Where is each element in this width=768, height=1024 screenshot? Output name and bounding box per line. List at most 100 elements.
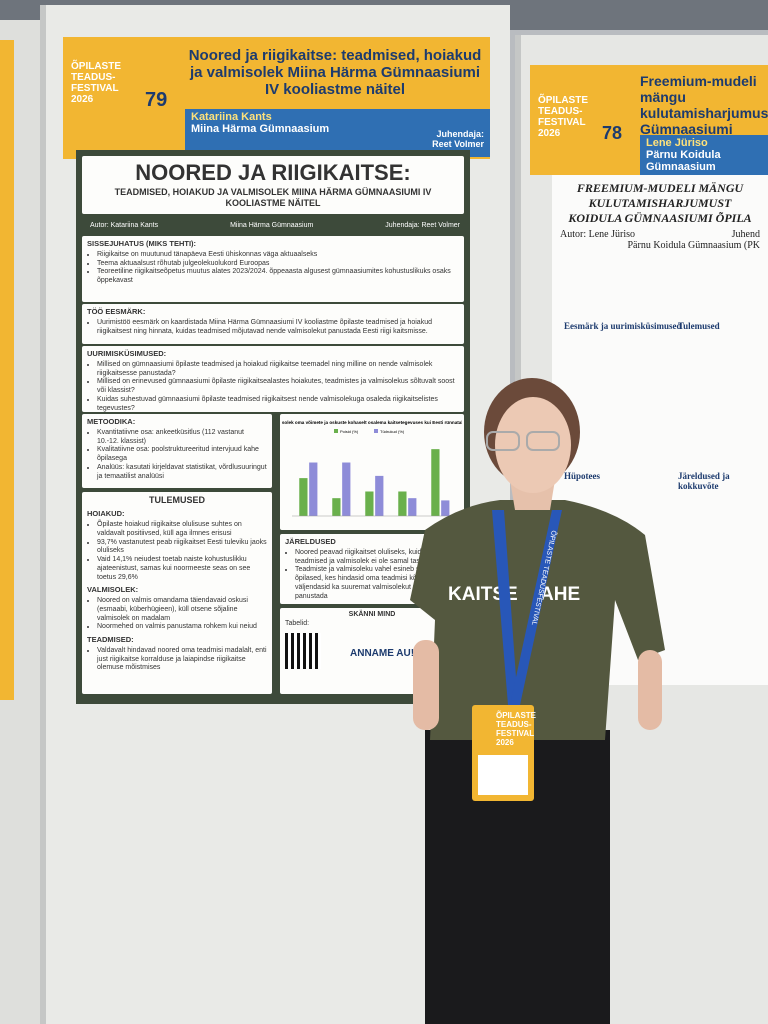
face: [495, 397, 571, 493]
qr-code: [285, 632, 321, 669]
section: METOODIKA: Kvantitatiivne osa: ankeetküsi…: [82, 414, 272, 488]
lanyard: [492, 510, 518, 705]
section-title: Järeldused ja kokkuvõte: [678, 471, 730, 491]
list-item: Valdavalt hindavad noored oma teadmisi m…: [97, 647, 267, 673]
list: Valdavalt hindavad noored oma teadmisi m…: [97, 647, 267, 673]
logo-line: 2026: [71, 94, 94, 105]
poster-heading: NOORED JA RIIGIKAITSE: TEADMISED, HOIAKU…: [82, 156, 464, 214]
list-item: Kvalitatiivne osa: poolstruktureeritud i…: [97, 446, 267, 464]
bar: [398, 491, 407, 516]
result-block: TEADMISED: Valdavalt hindavad noored oma …: [87, 635, 267, 673]
legend-label: Poisid (%): [340, 429, 359, 434]
legend-swatch: [334, 429, 338, 433]
section-title: Eesmärk ja uurimisküsimused: [564, 321, 682, 331]
results-title: TULEMUSED: [149, 495, 205, 505]
festival-logo: ÕPILASTE TEADUS- FESTIVAL 2026: [538, 95, 598, 139]
poster-edge: [0, 40, 14, 700]
value: Reet Volmer: [432, 139, 484, 149]
subheading: TEADMISED, HOIAKUD JA VALMISOLEK MIINA H…: [114, 186, 432, 208]
section-title: Hüpotees: [564, 471, 600, 481]
chart-box: Noorte valmisolek oma võimete ja oskuste…: [254, 414, 490, 530]
logo-line: FESTIVAL: [71, 83, 119, 94]
bar: [431, 449, 440, 516]
badge-line: 2026: [496, 738, 514, 747]
poster-number: 78: [602, 123, 623, 143]
section: TÖÖ EESMÄRK: Uurimistöö eesmärk on kaardi…: [82, 304, 464, 344]
list-item: Teoreetiline riigikaitseõpetus muutus al…: [97, 268, 459, 286]
school: Pärnu Koidula Gümnaasium (PK: [627, 240, 761, 251]
byline: Autor: Katariina Kants Miina Härma Gümnaa…: [90, 222, 460, 229]
author-band: Lene Jüriso Pärnu Koidula Gümnaasium: [640, 135, 768, 175]
logo-line: 2026: [538, 128, 561, 139]
byline-item: Autor: Katariina Kants: [90, 222, 159, 229]
section-title: SISSEJUHATUS (MIKS TEHTI):: [87, 239, 197, 248]
school: Miina Härma Gümnaasium: [191, 123, 330, 135]
bar: [441, 500, 450, 516]
logo-line: FESTIVAL: [538, 117, 586, 128]
bar: [309, 462, 318, 516]
poster-header: ÕPILASTE TEADUS- FESTIVAL 2026 79 Noored ja…: [63, 37, 490, 159]
poster-title: Freemium-mudeli mängu kulutamisharjumus …: [640, 73, 768, 153]
label: Juhendaja:: [436, 129, 484, 139]
section-title: JÄRELDUSED: [285, 537, 336, 546]
chart-title: Noorte valmisolek oma võimete ja oskuste…: [282, 420, 462, 425]
supervisor: Juhend: [731, 229, 760, 240]
list: Riigikaitse on muutunud tänapäeva Eesti …: [97, 251, 459, 286]
list: Õpilaste hoiakud riigikaitse olulisuse s…: [97, 521, 267, 582]
list-item: Analüüs: kasutati kirjeldavat statistika…: [97, 464, 267, 482]
arm: [413, 640, 439, 730]
byline: Autor: Lene Jüriso Juhend: [560, 229, 760, 240]
shirt-text: AHE: [540, 584, 580, 605]
list-item: Õpilaste hoiakud riigikaitse olulisuse s…: [97, 521, 267, 539]
school: Pärnu Koidula Gümnaasium: [646, 149, 721, 173]
glasses: [526, 431, 560, 451]
list: Uurimistöö eesmärk on kaardistada Miina …: [97, 319, 459, 337]
list-item: Millised on erinevused gümnaasiumi õpila…: [97, 378, 459, 396]
logo-line: ÕPILASTE: [538, 95, 589, 106]
festival-logo: ÕPILASTE TEADUS- FESTIVAL 2026: [71, 61, 131, 105]
bar: [299, 478, 308, 516]
heading: FREEMIUM-MUDELI MÄNGU KULUTAMISHARJUMUST K…: [560, 181, 760, 226]
logo-line: KOIDULA GÜMNAASIUMI ÕPILA: [568, 211, 752, 225]
bar: [365, 491, 374, 516]
sections: Eesmärk ja uurimisküsimused Tulemused Hüpo…: [560, 321, 760, 701]
logo-line: TEADUS-: [71, 72, 116, 83]
author: Katariina Kants: [191, 111, 272, 123]
section-title: METOODIKA:: [87, 417, 136, 426]
section-title: UURIMISKÜSIMUSED:: [87, 349, 167, 358]
section: SISSEJUHATUS (MIKS TEHTI): Riigikaitse on…: [82, 236, 464, 302]
list-item: Vaid 14,1% neiudest toetab naiste kohust…: [97, 556, 267, 582]
author: Lene Jüriso: [646, 137, 708, 149]
lanyard: [510, 510, 562, 705]
list: Noored peavad riigikaitset oluliseks, ku…: [295, 549, 459, 602]
logo-line: TEADUS-: [538, 106, 583, 117]
byline-item: Juhendaja: Reet Volmer: [385, 222, 460, 229]
honor: ANNAME AU!: [350, 648, 415, 659]
list-item: Kvantitatiivne osa: ankeetküsitlus (112 …: [97, 429, 267, 447]
badge-line: TEADUS-: [496, 720, 532, 729]
poster-header: ÕPILASTE TEADUS- FESTIVAL 2026 78 Freemium-…: [530, 65, 768, 175]
heading: NOORED JA RIIGIKAITSE:: [135, 160, 411, 185]
person: KAITSE AHE ÕPILASTE TEADUSFESTIVAL ÕPILA…: [410, 378, 665, 1024]
list-item: Riigikaitse on muutunud tänapäeva Eesti …: [97, 251, 459, 260]
supervisor: Juhendaja: Reet Volmer: [432, 129, 484, 149]
arm: [638, 650, 662, 730]
bar: [332, 498, 341, 516]
logo-line: KULUTAMISHARJUMUST: [588, 196, 732, 210]
scan: SKÄNNI MIND: [348, 611, 396, 618]
section-title: TÖÖ EESMÄRK:: [87, 307, 146, 316]
poster-title: Noored ja riigikaitse: teadmised, hoiaku…: [188, 47, 482, 98]
results: TULEMUSED HOIAKUD: Õpilaste hoiakud riigik…: [82, 492, 272, 694]
list-item: Teadmiste ja valmisoleku vahel esineb se…: [295, 566, 459, 601]
list-item: Noored on valmis omandama täiendavaid os…: [97, 597, 267, 623]
bar: [342, 462, 351, 516]
badge-line: ÕPILASTE: [496, 711, 537, 720]
section-title: Tulemused: [678, 321, 720, 331]
section-title: TEADMISED:: [87, 635, 134, 644]
section: UURIMISKÜSIMUSED: Millised on gümnaasiumi…: [82, 346, 464, 412]
author-band: Katariina Kants Miina Härma Gümnaasium J…: [185, 109, 490, 157]
tables: Tabelid:: [285, 619, 310, 627]
list-item: Kuidas suhestuvad gümnaasiumi õpilaste t…: [97, 396, 459, 414]
list: Noored on valmis omandama täiendavaid os…: [97, 597, 267, 632]
